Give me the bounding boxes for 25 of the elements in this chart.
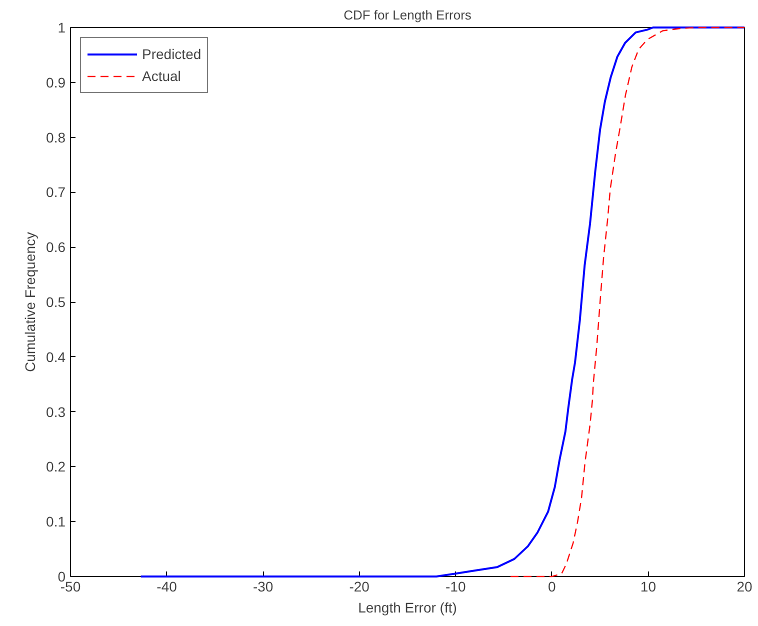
line-series xyxy=(140,26,746,578)
y-tick-label: 0.6 xyxy=(46,239,66,256)
x-tick-label: 10 xyxy=(640,578,656,594)
chart-title: CDF for Length Errors xyxy=(344,8,472,22)
y-axis-title: Cumulative Frequency xyxy=(22,232,38,372)
y-tick-label: 0.3 xyxy=(46,404,66,420)
x-tick-label: -10 xyxy=(446,578,466,594)
x-axis-title: Length Error (ft) xyxy=(358,600,457,616)
x-tick-label: -30 xyxy=(252,578,274,594)
y-tick-label: 0.2 xyxy=(46,458,66,475)
x-tick-label: -20 xyxy=(349,578,370,594)
y-tick-label: 0.4 xyxy=(46,348,66,365)
line-series xyxy=(510,26,746,578)
x-tick-label: 0 xyxy=(548,578,556,594)
y-tick-label: 0.9 xyxy=(46,74,66,90)
legend-label: Predicted xyxy=(142,46,202,62)
y-tick-label: 0.7 xyxy=(46,184,66,200)
y-tick-label: 1 xyxy=(58,20,66,36)
x-tick-label: -40 xyxy=(156,578,178,594)
x-tick-label: 20 xyxy=(736,578,752,594)
legend-label: Actual xyxy=(142,68,181,84)
y-tick-label: 0.5 xyxy=(46,294,66,310)
y-tick-label: 0.8 xyxy=(46,129,66,146)
y-tick-label: 0.1 xyxy=(46,514,66,530)
y-tick-label: 0 xyxy=(58,568,66,584)
